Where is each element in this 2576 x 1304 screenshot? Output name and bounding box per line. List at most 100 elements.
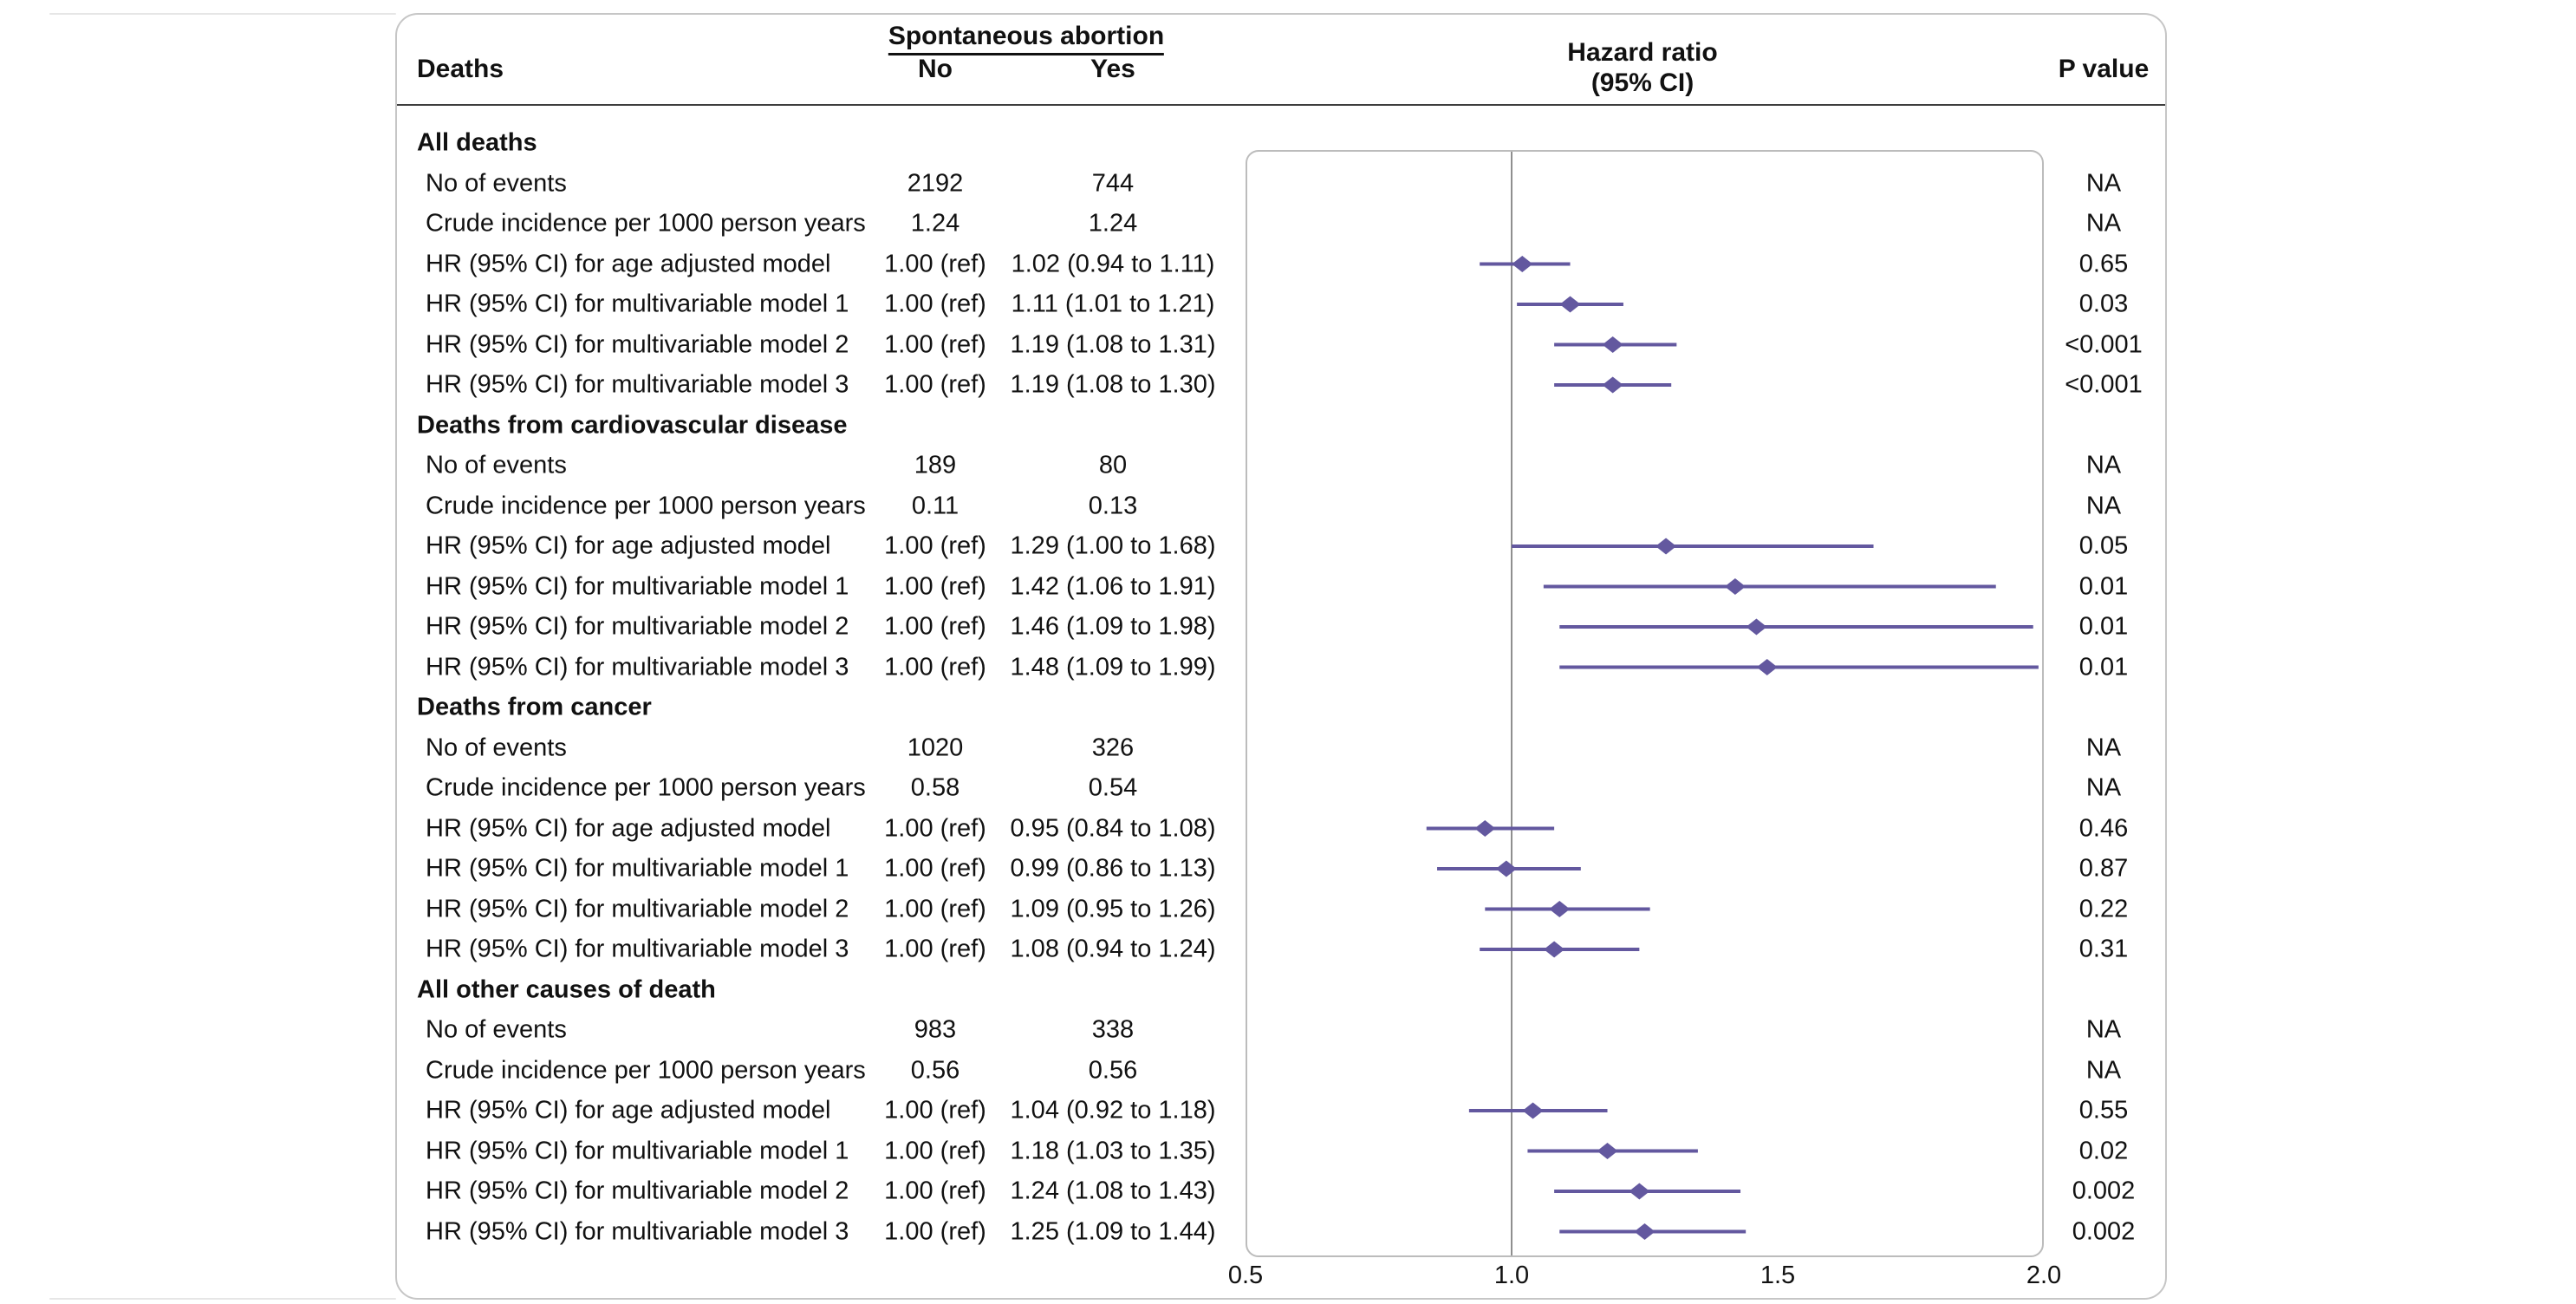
value-yes: 1.42 (1.06 to 1.91) xyxy=(1010,572,1216,601)
hr-point-diamond xyxy=(1474,820,1496,837)
row-label: HR (95% CI) for age adjusted model xyxy=(426,250,831,278)
value-no: 0.11 xyxy=(911,492,959,520)
column-group-header-spontaneous-abortion: Spontaneous abortion xyxy=(888,22,1165,55)
table-row: HR (95% CI) for multivariable model 1 1.0… xyxy=(397,849,2165,890)
p-value: 0.01 xyxy=(2078,612,2129,641)
row-label: No of events xyxy=(426,451,567,479)
axis-tick-label: 2.0 xyxy=(2026,1262,2062,1289)
row-label: No of events xyxy=(426,169,567,198)
value-yes: 0.99 (0.86 to 1.13) xyxy=(1010,854,1216,883)
table-row: HR (95% CI) for age adjusted model 1.00 (… xyxy=(397,244,2165,285)
p-value: NA xyxy=(2085,1015,2122,1044)
p-value: 0.46 xyxy=(2078,814,2129,843)
value-no: 2192 xyxy=(907,169,964,198)
p-value: 0.31 xyxy=(2078,935,2129,963)
hr-point-diamond xyxy=(1602,376,1623,394)
value-yes: 744 xyxy=(1091,169,1135,198)
value-no: 189 xyxy=(914,451,957,479)
table-row: HR (95% CI) for multivariable model 2 1.0… xyxy=(397,1171,2165,1212)
value-no: 1.00 (ref) xyxy=(884,290,986,318)
value-yes: 80 xyxy=(1098,451,1128,479)
hr-point-diamond xyxy=(1549,901,1571,917)
table-row: HR (95% CI) for age adjusted model 1.00 (… xyxy=(397,1091,2165,1131)
table-row: No of events 1020 326 NA xyxy=(397,728,2165,769)
value-no: 1.24 xyxy=(910,209,960,238)
hr-point-diamond xyxy=(1756,659,1778,675)
table-row: HR (95% CI) for multivariable model 2 1.0… xyxy=(397,890,2165,930)
axis-tick-label: 0.5 xyxy=(1227,1262,1264,1289)
value-no: 0.56 xyxy=(910,1056,960,1085)
hazard-ratio-label-line1: Hazard ratio xyxy=(1567,38,1718,67)
row-label: HR (95% CI) for multivariable model 1 xyxy=(426,572,849,601)
p-value: NA xyxy=(2085,1056,2122,1085)
value-yes: 1.11 (1.01 to 1.21) xyxy=(1011,290,1215,318)
hr-point-diamond xyxy=(1602,336,1623,353)
adjacent-card-bottom-edge xyxy=(49,1298,396,1300)
table-row: HR (95% CI) for multivariable model 1 1.0… xyxy=(397,567,2165,608)
p-value: NA xyxy=(2085,492,2122,520)
p-value: 0.55 xyxy=(2078,1096,2129,1125)
value-no: 1.00 (ref) xyxy=(884,854,986,883)
row-label: HR (95% CI) for multivariable model 2 xyxy=(426,895,849,923)
value-no: 1.00 (ref) xyxy=(884,895,986,923)
value-no: 1.00 (ref) xyxy=(884,612,986,641)
row-label: HR (95% CI) for age adjusted model xyxy=(426,1096,831,1125)
p-value: 0.02 xyxy=(2078,1137,2129,1165)
section-title: Deaths from cardiovascular disease xyxy=(417,411,848,440)
section-header-row: Deaths from cardiovascular disease xyxy=(397,406,2165,447)
value-no: 1020 xyxy=(907,734,964,762)
axis-tick-label: 1.0 xyxy=(1493,1262,1530,1289)
x-axis: 0.5 1.0 1.5 2.0 xyxy=(397,1262,2165,1296)
row-label: Crude incidence per 1000 person years xyxy=(426,492,866,520)
table-body: All deaths No of events 2192 744 NA Crude inc… xyxy=(397,123,2165,1252)
axis-tick-label: 1.5 xyxy=(1760,1262,1796,1289)
table-row: Crude incidence per 1000 person years 0.5… xyxy=(397,768,2165,809)
value-no: 0.58 xyxy=(910,773,960,802)
value-yes: 1.46 (1.09 to 1.98) xyxy=(1010,612,1216,641)
table-row: No of events 2192 744 NA xyxy=(397,164,2165,205)
value-no: 1.00 (ref) xyxy=(884,572,986,601)
p-value: NA xyxy=(2085,773,2122,802)
value-yes: 0.54 xyxy=(1088,773,1138,802)
value-no: 1.00 (ref) xyxy=(884,531,986,560)
value-yes: 0.95 (0.84 to 1.08) xyxy=(1010,814,1216,843)
column-header-no: No xyxy=(918,55,953,83)
column-header-deaths: Deaths xyxy=(417,55,504,83)
value-no: 1.00 (ref) xyxy=(884,330,986,359)
row-label: No of events xyxy=(426,734,567,762)
value-no: 1.00 (ref) xyxy=(884,1177,986,1205)
table-row: HR (95% CI) for age adjusted model 1.00 (… xyxy=(397,526,2165,567)
value-no: 983 xyxy=(914,1015,957,1044)
row-label: HR (95% CI) for multivariable model 3 xyxy=(426,1217,849,1246)
row-label: HR (95% CI) for age adjusted model xyxy=(426,814,831,843)
table-row: HR (95% CI) for multivariable model 1 1.0… xyxy=(397,1131,2165,1172)
adjacent-card-top-edge xyxy=(49,13,396,15)
value-yes: 0.56 xyxy=(1088,1056,1138,1085)
table-row: HR (95% CI) for multivariable model 1 1.0… xyxy=(397,284,2165,325)
value-yes: 1.19 (1.08 to 1.31) xyxy=(1010,330,1216,359)
hr-point-diamond xyxy=(1634,1223,1656,1240)
column-header-p-value: P value xyxy=(2058,55,2150,83)
p-value: NA xyxy=(2085,169,2122,198)
ci-markers-group xyxy=(1426,256,2039,1240)
table-row: Crude incidence per 1000 person years 1.2… xyxy=(397,204,2165,244)
section-title: Deaths from cancer xyxy=(417,693,652,721)
row-label: HR (95% CI) for multivariable model 3 xyxy=(426,935,849,963)
p-value: <0.001 xyxy=(2065,370,2143,399)
table-row: HR (95% CI) for multivariable model 3 1.0… xyxy=(397,648,2165,688)
value-no: 1.00 (ref) xyxy=(884,1217,986,1246)
value-yes: 326 xyxy=(1091,734,1135,762)
section-header-row: Deaths from cancer xyxy=(397,688,2165,728)
p-value: NA xyxy=(2085,209,2122,238)
row-label: HR (95% CI) for multivariable model 2 xyxy=(426,612,849,641)
value-no: 1.00 (ref) xyxy=(884,1096,986,1125)
hr-point-diamond xyxy=(1656,538,1677,555)
p-value: <0.001 xyxy=(2065,330,2143,359)
value-yes: 1.25 (1.09 to 1.44) xyxy=(1010,1217,1216,1246)
row-label: HR (95% CI) for multivariable model 1 xyxy=(426,1137,849,1165)
value-yes: 1.48 (1.09 to 1.99) xyxy=(1010,653,1216,681)
p-value: 0.65 xyxy=(2078,250,2129,278)
value-no: 1.00 (ref) xyxy=(884,1137,986,1165)
section-header-row: All deaths xyxy=(397,123,2165,164)
